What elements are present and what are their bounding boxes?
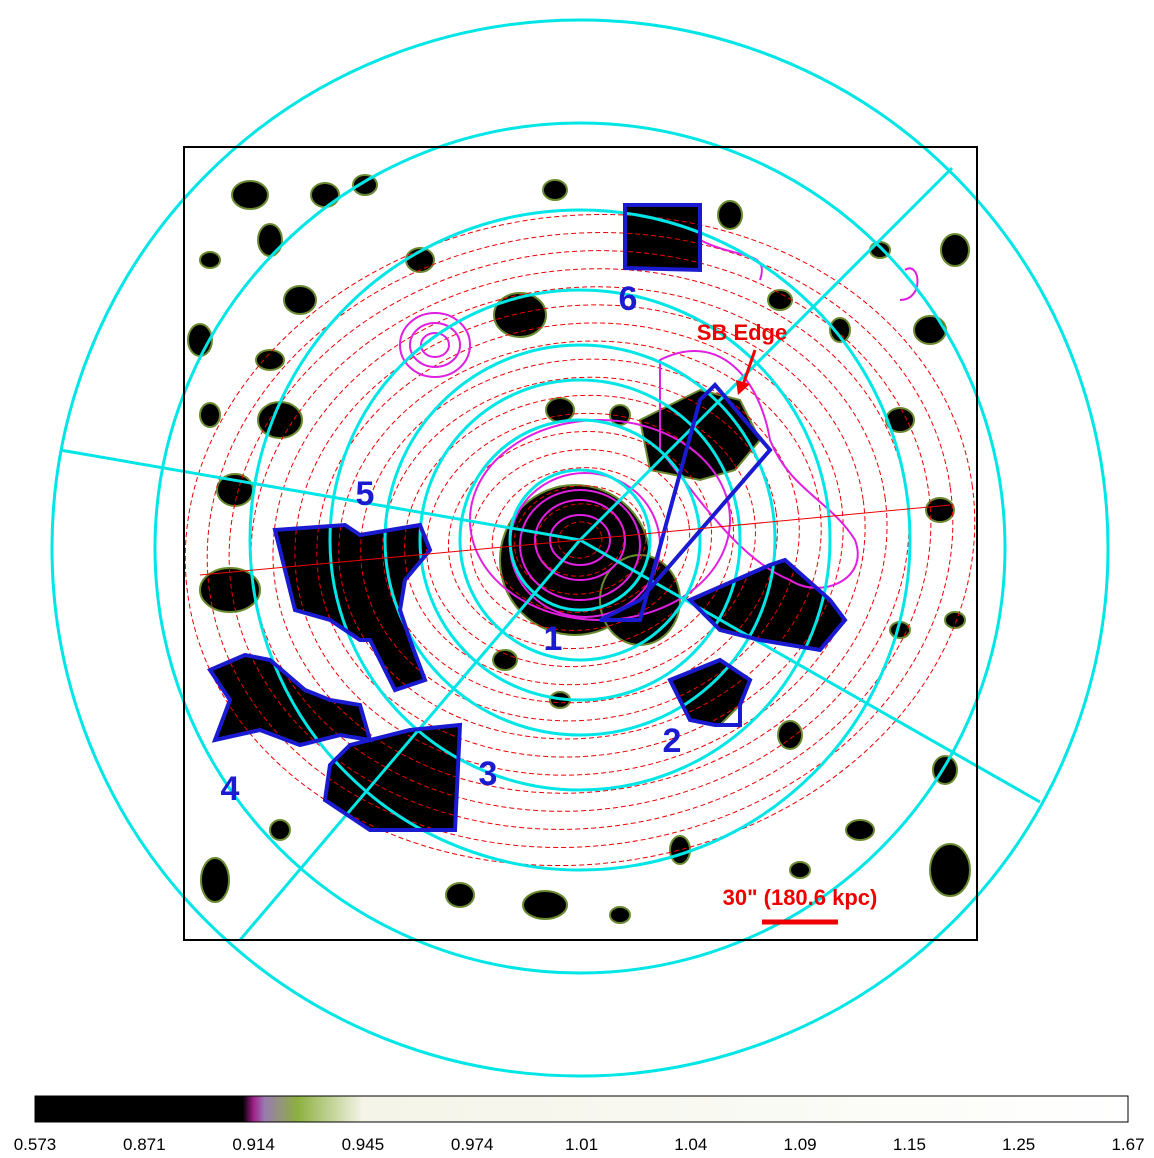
colorbar-tick-label: 0.871 [123,1135,166,1154]
shape [846,820,874,840]
shape [610,907,630,923]
shape [446,883,474,907]
shape [200,252,220,268]
colorbar-ticks: 0.573 0.871 0.914 0.945 0.974 1.01 1.04 1.09 1.1… [14,1135,1145,1154]
shape [718,201,742,229]
scale-label: 30" (180.6 kpc) [723,885,878,910]
shape [232,181,268,209]
shape [670,836,690,864]
shape [914,316,946,344]
shape [778,721,802,749]
colorbar-tick-label: 0.914 [232,1135,275,1154]
colorbar-tick-label: 1.09 [784,1135,817,1154]
shape [543,180,567,200]
colorbar-tick-label: 1.04 [674,1135,707,1154]
figure: 1 2 3 4 5 6 SB Edge 30" (180.6 kpc) 0.57… [0,0,1154,1158]
shape [523,891,567,919]
colorbar-tick-label: 1.15 [893,1135,926,1154]
shape [270,820,290,840]
colorbar-tick-label: 0.573 [14,1135,57,1154]
shape [546,398,574,422]
shape [200,403,220,427]
shape [311,183,339,207]
page: {"regions": ["1", "2", "3", "4", "5", "6… [0,0,1154,1158]
shape [275,525,430,690]
colorbar-tick-label: 0.974 [451,1135,494,1154]
region-label: 4 [221,770,240,808]
colorbar-tick-label: 0.945 [342,1135,385,1154]
shape [493,650,517,670]
shape [941,234,969,266]
region-label: 2 [663,722,682,760]
shape [256,350,284,370]
region-label: 6 [619,280,638,318]
shape [258,402,302,438]
shape [201,858,229,902]
shape [258,224,282,256]
region-label: 3 [479,755,498,793]
colorbar-tick-label: 1.01 [565,1135,598,1154]
sector-edge [580,540,1040,802]
shape [284,286,316,314]
region-label: 5 [356,475,375,513]
shape [930,844,970,896]
colorbar-tick-label: 1.25 [1002,1135,1035,1154]
region-label: 1 [544,620,563,658]
edge-label: SB Edge [697,320,787,345]
shape [790,862,810,878]
shape [494,293,546,337]
colorbar-tick-label: 1.67 [1111,1135,1144,1154]
shape [945,612,965,628]
shape [768,290,792,310]
colorbar [35,1096,1128,1122]
